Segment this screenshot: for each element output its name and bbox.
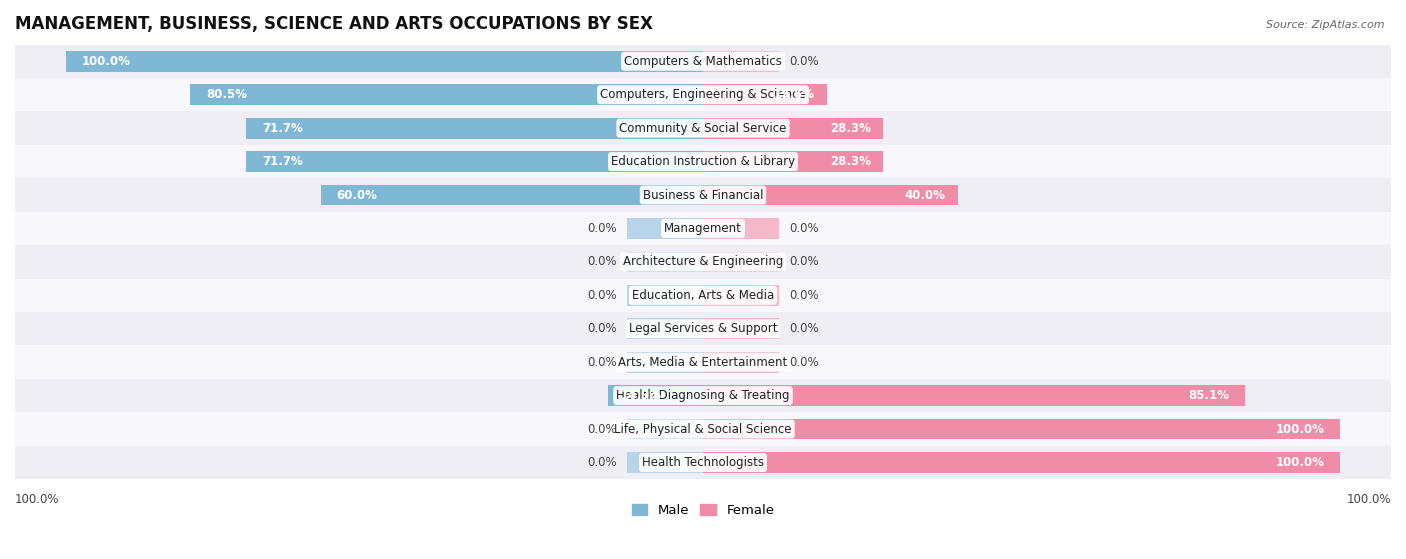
Text: Life, Physical & Social Science: Life, Physical & Social Science <box>614 423 792 435</box>
Text: Architecture & Engineering: Architecture & Engineering <box>623 255 783 268</box>
Text: 0.0%: 0.0% <box>789 222 818 235</box>
Bar <box>66 51 703 72</box>
Bar <box>627 419 703 439</box>
Text: 0.0%: 0.0% <box>588 255 617 268</box>
Text: 28.3%: 28.3% <box>830 155 870 168</box>
Text: Arts, Media & Entertainment: Arts, Media & Entertainment <box>619 356 787 369</box>
Text: 0.0%: 0.0% <box>588 456 617 469</box>
Bar <box>703 118 883 139</box>
Text: 0.0%: 0.0% <box>789 55 818 68</box>
Bar <box>703 252 779 272</box>
Text: 40.0%: 40.0% <box>904 188 945 201</box>
Text: 0.0%: 0.0% <box>789 289 818 302</box>
Text: 71.7%: 71.7% <box>262 122 302 135</box>
Text: Education, Arts & Media: Education, Arts & Media <box>631 289 775 302</box>
Text: Management: Management <box>664 222 742 235</box>
Bar <box>627 218 703 239</box>
Text: 100.0%: 100.0% <box>15 492 59 505</box>
Text: 85.1%: 85.1% <box>1188 389 1229 402</box>
Bar <box>627 319 703 339</box>
Bar <box>3 446 1403 479</box>
Bar <box>607 385 703 406</box>
Bar <box>246 151 703 172</box>
Bar <box>3 45 1403 78</box>
Text: Business & Financial: Business & Financial <box>643 188 763 201</box>
Text: 71.7%: 71.7% <box>262 155 302 168</box>
Text: Computers, Engineering & Science: Computers, Engineering & Science <box>600 88 806 101</box>
Bar <box>3 78 1403 111</box>
Text: 80.5%: 80.5% <box>207 88 247 101</box>
Text: 0.0%: 0.0% <box>588 322 617 335</box>
Text: Community & Social Service: Community & Social Service <box>619 122 787 135</box>
Text: Health Technologists: Health Technologists <box>643 456 763 469</box>
Text: 100.0%: 100.0% <box>1275 456 1324 469</box>
Text: Health Diagnosing & Treating: Health Diagnosing & Treating <box>616 389 790 402</box>
Text: 0.0%: 0.0% <box>789 322 818 335</box>
Bar <box>3 245 1403 278</box>
Bar <box>703 285 779 306</box>
Text: 19.5%: 19.5% <box>773 88 814 101</box>
Bar <box>703 84 827 105</box>
Text: 0.0%: 0.0% <box>789 255 818 268</box>
Text: 100.0%: 100.0% <box>82 55 131 68</box>
Text: MANAGEMENT, BUSINESS, SCIENCE AND ARTS OCCUPATIONS BY SEX: MANAGEMENT, BUSINESS, SCIENCE AND ARTS O… <box>15 15 652 33</box>
Bar <box>703 352 779 372</box>
Bar <box>3 145 1403 178</box>
Bar <box>703 218 779 239</box>
Bar <box>627 285 703 306</box>
Bar <box>3 312 1403 345</box>
Bar <box>703 151 883 172</box>
Bar <box>627 352 703 372</box>
Text: 0.0%: 0.0% <box>588 289 617 302</box>
Bar <box>703 51 779 72</box>
Bar <box>3 278 1403 312</box>
Bar <box>321 184 703 205</box>
Bar <box>3 111 1403 145</box>
Text: Education Instruction & Library: Education Instruction & Library <box>612 155 794 168</box>
Text: 100.0%: 100.0% <box>1347 492 1391 505</box>
Bar <box>3 379 1403 413</box>
Text: Legal Services & Support: Legal Services & Support <box>628 322 778 335</box>
Bar <box>703 184 957 205</box>
Text: 0.0%: 0.0% <box>789 356 818 369</box>
Text: 0.0%: 0.0% <box>588 423 617 435</box>
Bar <box>627 452 703 473</box>
Text: Computers & Mathematics: Computers & Mathematics <box>624 55 782 68</box>
Text: 60.0%: 60.0% <box>336 188 378 201</box>
Text: 0.0%: 0.0% <box>588 222 617 235</box>
Text: 14.9%: 14.9% <box>621 389 662 402</box>
Bar <box>3 212 1403 245</box>
Text: Source: ZipAtlas.com: Source: ZipAtlas.com <box>1267 20 1385 30</box>
Bar <box>3 178 1403 212</box>
Bar <box>703 319 779 339</box>
Text: 0.0%: 0.0% <box>588 356 617 369</box>
Bar <box>246 118 703 139</box>
Legend: Male, Female: Male, Female <box>626 499 780 523</box>
Bar <box>627 252 703 272</box>
Text: 28.3%: 28.3% <box>830 122 870 135</box>
Bar <box>190 84 703 105</box>
Bar <box>3 345 1403 379</box>
Bar <box>703 385 1246 406</box>
Bar <box>3 413 1403 446</box>
Bar <box>703 452 1340 473</box>
Text: 100.0%: 100.0% <box>1275 423 1324 435</box>
Bar <box>703 419 1340 439</box>
